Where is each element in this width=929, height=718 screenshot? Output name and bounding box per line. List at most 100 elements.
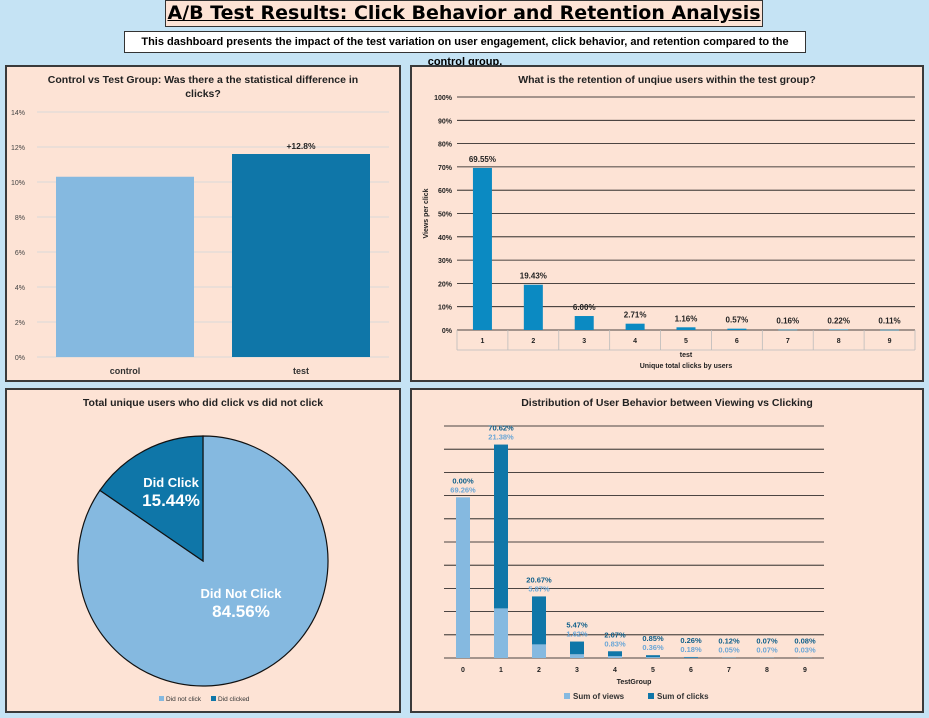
control-vs-test-chart: Control vs Test Group: Was there a the s… <box>11 74 389 376</box>
y-tick-label: 0% <box>442 328 453 335</box>
data-label-clicks: 5.47% <box>566 621 588 630</box>
x-tick-label: 3 <box>582 338 586 345</box>
legend-swatch-did-not-click <box>159 696 164 701</box>
data-label-views: 21.38% <box>488 433 514 442</box>
bar-3 <box>574 316 594 330</box>
data-label-clicks: 0.07% <box>756 637 778 646</box>
pie-label-value: 15.44% <box>142 491 200 510</box>
data-label-views: 0.03% <box>794 646 816 655</box>
data-label-clicks: 0.12% <box>718 637 740 646</box>
x-tick-label: 1 <box>499 667 503 674</box>
data-label-clicks: 70.62% <box>488 424 514 433</box>
y-tick-label: 40% <box>438 235 453 242</box>
view-vs-click-panel: Distribution of User Behavior between Vi… <box>410 388 924 713</box>
data-label-views: 0.83% <box>604 639 626 648</box>
legend-swatch-views <box>564 693 570 699</box>
x-tick-label: 2 <box>537 667 541 674</box>
pie-label-name: Did Not Click <box>201 586 283 601</box>
y-tick-label: 50% <box>438 212 453 219</box>
chart-title: Total unique users who did click vs did … <box>83 397 323 409</box>
x-tick-label: 8 <box>765 667 769 674</box>
dashboard-subtitle: This dashboard presents the impact of th… <box>124 31 806 68</box>
legend-label: Sum of clicks <box>657 692 709 701</box>
bar-clicks-2 <box>532 596 546 645</box>
legend-label: Did not click <box>166 696 202 703</box>
y-tick-label: 30% <box>438 258 453 265</box>
x-tick-label: 6 <box>735 338 739 345</box>
y-tick-label: 2% <box>15 320 25 327</box>
x-tick-label: 2 <box>531 338 535 345</box>
data-label: 19.43% <box>520 272 547 281</box>
y-tick-label: 70% <box>438 165 453 172</box>
x-tick-label: 7 <box>727 667 731 674</box>
x-tick-label: 9 <box>803 667 807 674</box>
y-tick-label: 60% <box>438 188 453 195</box>
view-vs-click-chart: Distribution of User Behavior between Vi… <box>444 397 824 701</box>
bar-8 <box>829 329 849 331</box>
data-label-clicks: 20.67% <box>526 575 552 584</box>
pie-label-name: Did Click <box>143 475 199 490</box>
pie-slice-did-not-click <box>77 435 329 687</box>
data-label-views: 0.07% <box>756 646 778 655</box>
pie-label-value: 84.56% <box>212 602 270 621</box>
control-vs-test-panel: Control vs Test Group: Was there a the s… <box>5 65 401 382</box>
data-label-clicks: 0.85% <box>642 634 664 643</box>
x-axis-label: Unique total clicks by users <box>640 363 733 370</box>
y-tick-label: 12% <box>11 145 25 152</box>
y-tick-label: 10% <box>11 180 25 187</box>
x-tick-label: 5 <box>684 338 688 345</box>
legend-label: Did clicked <box>218 696 250 703</box>
y-tick-label: 14% <box>11 110 25 117</box>
data-label: 0.11% <box>878 317 900 326</box>
y-tick-label: 10% <box>438 305 453 312</box>
retention-chart: What is the retention of unqiue users wi… <box>423 74 916 370</box>
x-tick-label: 7 <box>786 338 790 345</box>
y-tick-label: 6% <box>15 250 25 257</box>
bar-views-2 <box>532 644 546 658</box>
y-tick-label: 100% <box>434 95 453 102</box>
x-tick-label: 1 <box>480 338 484 345</box>
data-label: 0.22% <box>827 316 850 325</box>
chart-title-line: Control vs Test Group: Was there a the s… <box>48 74 358 86</box>
chart-title: Distribution of User Behavior between Vi… <box>521 397 813 409</box>
bar-9 <box>880 329 900 331</box>
y-tick-label: 8% <box>15 215 25 222</box>
chart-title-line: clicks? <box>185 88 221 100</box>
y-tick-label: 90% <box>438 118 453 125</box>
legend-swatch-did-click <box>211 696 216 701</box>
data-label: 69.55% <box>469 155 496 164</box>
x-axis-label: TestGroup <box>617 679 652 686</box>
x-tick-label: test <box>293 366 309 376</box>
x-tick-label: 9 <box>888 338 892 345</box>
data-label-clicks: 0.08% <box>794 637 816 646</box>
y-tick-label: 0% <box>15 355 25 362</box>
data-label: 2.71% <box>624 311 647 320</box>
bar-views-1 <box>494 608 508 658</box>
y-axis-label: Views per click <box>423 188 430 238</box>
data-label-clicks: 0.00% <box>452 476 474 485</box>
data-label-clicks: 2.07% <box>604 630 626 639</box>
bar-clicks-6 <box>684 656 698 658</box>
retention-panel: What is the retention of unqiue users wi… <box>410 65 924 382</box>
data-label-views: 0.18% <box>680 645 702 654</box>
x-tick-label: 5 <box>651 667 655 674</box>
data-label: 1.16% <box>675 314 698 323</box>
click-pie-chart: Total unique users who did click vs did … <box>77 397 329 703</box>
x-tick-label: 6 <box>689 667 693 674</box>
data-label-views: 0.05% <box>718 646 740 655</box>
data-label-views: 1.62% <box>566 630 588 639</box>
bar-views-0 <box>456 497 470 658</box>
y-tick-label: 20% <box>438 281 453 288</box>
dashboard-title-box: A/B Test Results: Click Behavior and Ret… <box>165 0 763 27</box>
x-tick-label: 4 <box>613 667 617 674</box>
x-tick-label: control <box>110 366 141 376</box>
x-tick-label: 3 <box>575 667 579 674</box>
pie-slice-did-click <box>99 435 204 563</box>
y-tick-label: 80% <box>438 142 453 149</box>
bar-4 <box>625 323 645 330</box>
legend-label: Sum of views <box>573 692 625 701</box>
bar-2 <box>523 284 543 330</box>
data-label-clicks: 0.26% <box>680 636 702 645</box>
bar-views-5 <box>646 657 660 658</box>
data-label: 0.16% <box>776 317 799 326</box>
